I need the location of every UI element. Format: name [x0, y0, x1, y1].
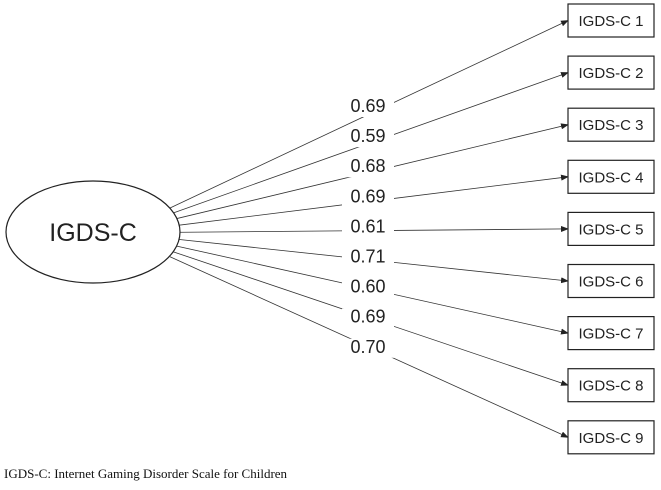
loading-bg-2	[342, 128, 394, 148]
item-rect-6	[567, 263, 655, 299]
loading-bg-1	[342, 98, 394, 117]
loading-bg-6	[342, 248, 394, 268]
item-label-7: IGDS-C 7	[578, 326, 643, 343]
loading-label-2: 0.59	[350, 126, 385, 146]
item-box-4: IGDS-C 4	[567, 159, 655, 194]
loading-label-6: 0.71	[350, 247, 385, 267]
item-box-8: IGDS-C 8	[567, 368, 655, 403]
latent-ellipse	[5, 180, 181, 284]
loading-label-5: 0.61	[350, 216, 385, 236]
loading-label-7: 0.60	[350, 277, 385, 297]
item-box-6: IGDS-C 6	[567, 263, 655, 299]
loading-label-1: 0.69	[350, 96, 385, 116]
item-label-5: IGDS-C 5	[578, 221, 643, 238]
item-rect-1	[567, 3, 655, 38]
item-label-2: IGDS-C 2	[578, 65, 643, 82]
item-label-1: IGDS-C 1	[578, 13, 643, 30]
item-box-5: IGDS-C 5	[567, 211, 655, 246]
item-rect-5	[567, 211, 655, 246]
item-rect-4	[567, 159, 655, 194]
loading-label-8: 0.69	[350, 307, 385, 327]
loading-bg-3	[342, 158, 394, 178]
item-rect-2	[567, 55, 655, 90]
item-rect-7	[567, 316, 655, 351]
loading-bg-8	[342, 308, 394, 328]
loading-label-3: 0.68	[350, 156, 385, 176]
item-box-7: IGDS-C 7	[567, 316, 655, 351]
latent-factor: IGDS-C	[5, 180, 181, 284]
loading-label-9: 0.70	[350, 337, 385, 357]
item-rect-8	[567, 368, 655, 403]
latent-label: IGDS-C	[49, 219, 137, 247]
loading-bg-4	[342, 188, 394, 208]
indicator-items: IGDS-C 1 IGDS-C 2 IGDS-C 3 IGDS-C 4 IGDS-C 5…	[567, 3, 655, 455]
loading-label-4: 0.69	[350, 186, 385, 206]
loading-bg-7	[342, 278, 394, 298]
item-box-1: IGDS-C 1	[567, 3, 655, 38]
item-box-3: IGDS-C 3	[567, 107, 655, 142]
loading-labels: 0.69 0.59 0.68 0.69 0.61 0.71 0.60 0.69 0.70	[342, 96, 394, 358]
item-label-8: IGDS-C 8	[578, 378, 643, 395]
item-label-4: IGDS-C 4	[578, 169, 643, 186]
item-rect-9	[567, 420, 655, 455]
item-box-2: IGDS-C 2	[567, 55, 655, 90]
loading-bg-5	[342, 218, 394, 238]
item-label-3: IGDS-C 3	[578, 117, 643, 134]
item-box-9: IGDS-C 9	[567, 420, 655, 455]
loading-bg-9	[342, 338, 394, 358]
item-label-6: IGDS-C 6	[578, 274, 643, 291]
figure-caption: IGDS-C: Internet Gaming Disorder Scale f…	[4, 466, 288, 481]
item-rect-3	[567, 107, 655, 142]
item-label-9: IGDS-C 9	[578, 430, 643, 447]
